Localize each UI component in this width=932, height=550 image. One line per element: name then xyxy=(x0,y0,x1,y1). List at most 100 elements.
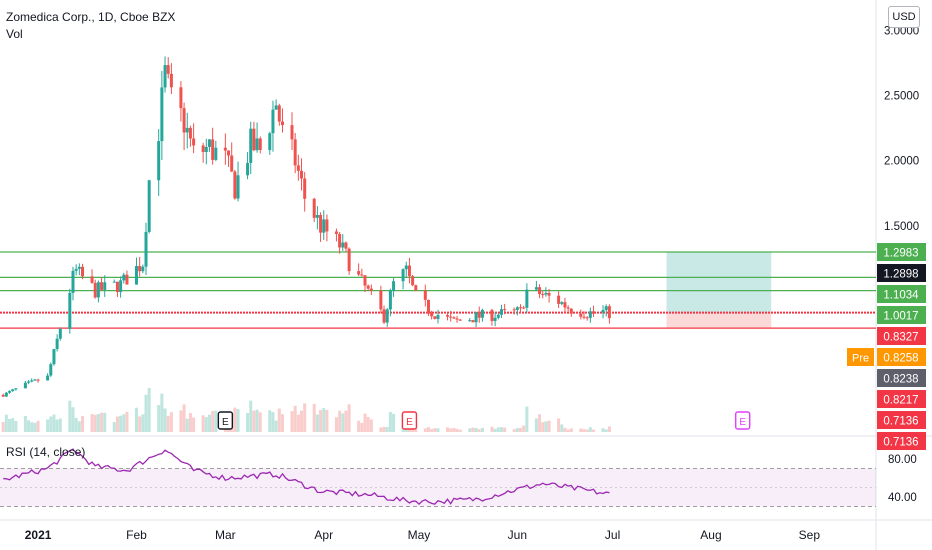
volume-bar xyxy=(515,428,519,432)
candle-body xyxy=(325,219,329,232)
candle-body xyxy=(357,271,361,275)
price-tag-bg xyxy=(877,411,926,430)
price-tick-label: 2.0000 xyxy=(884,156,919,168)
candle-body xyxy=(14,388,18,390)
volume-bar xyxy=(249,400,253,432)
candle-body xyxy=(436,315,440,319)
volume-bar xyxy=(233,407,237,432)
volume-bar xyxy=(141,414,145,432)
volume-bar xyxy=(582,429,586,432)
candle-body xyxy=(363,275,367,286)
volume-bar xyxy=(100,412,104,432)
candle-body xyxy=(404,265,408,270)
volume-bar xyxy=(268,410,272,432)
volume-bar xyxy=(204,417,208,432)
volume-bar xyxy=(544,421,548,432)
volume-bar xyxy=(27,420,31,432)
candle-body xyxy=(585,317,589,319)
volume-bar xyxy=(46,419,50,432)
candle-body xyxy=(255,138,259,151)
pre-market-badge-bg xyxy=(847,348,874,367)
volume-bar xyxy=(474,427,478,432)
x-tick-label: May xyxy=(408,528,431,542)
candle-body xyxy=(77,266,81,269)
earnings-label: E xyxy=(222,417,229,428)
candle-body xyxy=(249,128,253,163)
volume-bar xyxy=(385,426,389,432)
candle-body xyxy=(433,316,437,319)
volume-bar xyxy=(125,411,129,432)
candle-body xyxy=(258,138,262,150)
price-tag-bg xyxy=(877,306,926,325)
candle-body xyxy=(344,242,348,249)
price-tag-label: 0.7136 xyxy=(883,437,918,449)
candle-body xyxy=(36,379,40,381)
volume-bar xyxy=(71,407,75,432)
candle-body xyxy=(369,288,373,291)
candle-body xyxy=(430,312,434,317)
candle-body xyxy=(179,87,183,109)
candle-body xyxy=(455,318,459,320)
candle-body xyxy=(277,105,281,122)
candle-body xyxy=(341,242,345,248)
candle-body xyxy=(477,312,481,318)
axes: 2021 Feb Mar Apr May Jun Jul Aug Sep 3.0000 2.5000… xyxy=(25,26,919,542)
price-tick-label: 3.0000 xyxy=(884,26,919,38)
currency-button[interactable]: USD xyxy=(888,6,920,28)
volume-bar xyxy=(23,415,27,432)
chart-legend: Zomedica Corp., 1D, Cboe BZX Vol xyxy=(6,9,175,43)
volume-bar xyxy=(166,415,170,432)
candle-body xyxy=(392,281,396,291)
candle-body xyxy=(503,309,507,311)
candle-body xyxy=(426,299,430,313)
candle-body xyxy=(147,180,151,232)
volume-bar xyxy=(8,418,12,432)
price-tag-bg xyxy=(877,243,926,262)
volume-bar xyxy=(185,418,189,432)
volume-bar xyxy=(312,403,316,432)
rsi-legend[interactable]: RSI (14, close) xyxy=(6,445,86,459)
x-tick-label: Aug xyxy=(700,528,721,542)
candle-body xyxy=(493,317,497,321)
volume-bar xyxy=(271,412,275,432)
candle-body xyxy=(201,145,205,152)
candle-body xyxy=(8,391,12,393)
volume-bar xyxy=(344,410,348,432)
candle-body xyxy=(119,280,123,293)
candle-body xyxy=(322,219,326,233)
price-tag-bg xyxy=(877,285,926,304)
volume-bar xyxy=(179,410,183,432)
candle-body xyxy=(103,282,107,290)
volume-bar xyxy=(433,428,437,432)
candle-body xyxy=(592,311,596,313)
volume-bar xyxy=(188,413,192,432)
volume-bar xyxy=(369,419,373,432)
volume-bar xyxy=(363,413,367,432)
symbol-title[interactable]: Zomedica Corp., 1D, Cboe BZX xyxy=(6,10,176,24)
candle-body xyxy=(74,268,78,271)
volume-bar xyxy=(122,414,126,432)
volume-bar xyxy=(392,413,396,432)
x-tick-label: Apr xyxy=(314,528,333,542)
x-tick-label: Mar xyxy=(215,528,236,542)
candle-body xyxy=(499,309,503,315)
candle-body xyxy=(112,281,116,283)
candle-body xyxy=(141,266,145,272)
long-position-box[interactable] xyxy=(666,252,772,329)
volume-label[interactable]: Vol xyxy=(6,27,23,41)
price-tag-label: 0.8238 xyxy=(883,374,918,386)
volume-bar xyxy=(325,409,329,432)
volume-bar xyxy=(357,420,361,432)
candle-body xyxy=(166,65,170,74)
x-tick-label: Jun xyxy=(508,528,527,542)
candle-body xyxy=(560,302,564,304)
candle-body xyxy=(303,178,307,199)
volume-bar xyxy=(322,408,326,432)
candle-body xyxy=(160,87,164,142)
volume-bar xyxy=(192,417,196,432)
volume-bar xyxy=(74,417,78,432)
rsi-line xyxy=(3,448,610,505)
